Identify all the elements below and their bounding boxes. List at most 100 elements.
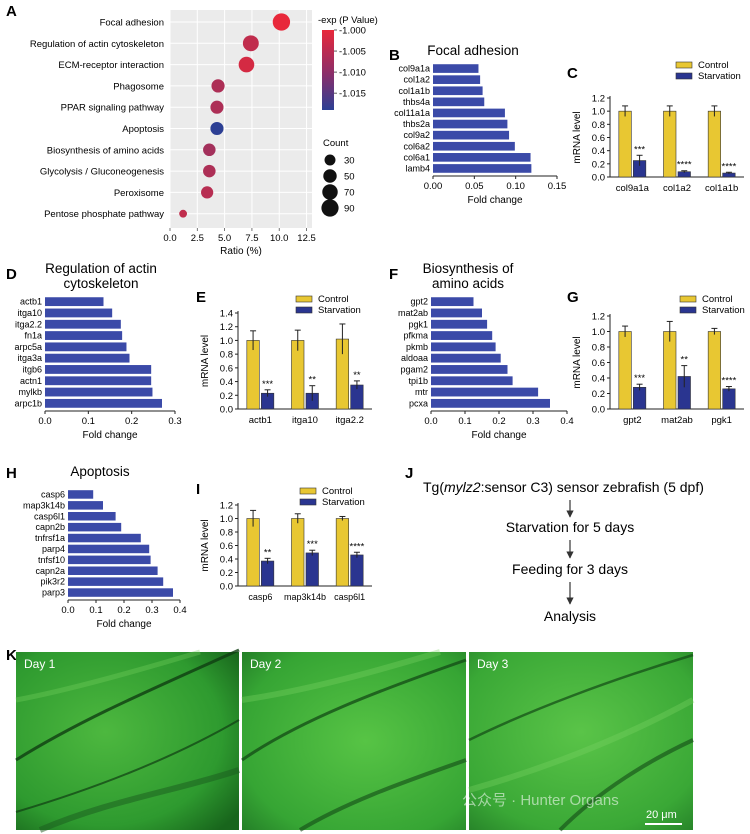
category-label: pgk1 <box>711 415 732 426</box>
category-label: itga3a <box>17 353 42 363</box>
category-label: col9a1a <box>616 183 650 194</box>
panel-letter-b: B <box>389 47 400 64</box>
bar <box>433 97 485 107</box>
x-tick-label: 2.5 <box>191 233 204 244</box>
size-legend-dot <box>322 184 338 200</box>
panel-letter-k: K <box>6 647 17 664</box>
category-label: capn2b <box>35 522 65 532</box>
panel-letter-j: J <box>405 465 413 482</box>
category-label: col9a1a <box>398 64 430 74</box>
micrograph-day-1: Day 1 <box>15 648 240 833</box>
colorbar-title: -exp (P Value) <box>318 15 378 26</box>
chart-title: Focal adhesion <box>427 43 519 58</box>
data-point <box>242 35 259 52</box>
category-label: itga10 <box>17 308 42 318</box>
flowchart-step-2: Feeding for 3 days <box>512 561 628 577</box>
micrograph-label-day-2: Day 2 <box>250 657 282 671</box>
bar <box>246 340 260 410</box>
category-label: thbs2a <box>403 119 430 129</box>
category-label: col6a1 <box>403 152 430 162</box>
panel-letter-d: D <box>6 266 17 283</box>
y-tick-label: 0.4 <box>220 377 233 388</box>
bar <box>45 297 104 307</box>
x-axis-label: Ratio (%) <box>220 246 262 257</box>
y-tick-label: 0.0 <box>220 582 233 593</box>
category-label: ECM-receptor interaction <box>58 60 164 71</box>
colorbar-tick-label: -1.005 <box>339 47 366 58</box>
category-label: actb1 <box>20 297 42 307</box>
category-label: map3k14b <box>23 500 65 510</box>
y-tick-label: 0.6 <box>592 358 605 369</box>
category-label: lamb4 <box>405 163 430 173</box>
significance-marker: ** <box>681 355 689 366</box>
category-label: Peroxisome <box>114 188 164 199</box>
bar <box>433 75 481 84</box>
x-tick-label: 0.1 <box>82 416 95 427</box>
y-tick-label: 1.0 <box>220 336 233 347</box>
panel-letter-a: A <box>6 3 17 20</box>
panel-letter-c: C <box>567 65 578 82</box>
category-label: tpi1b <box>408 376 428 386</box>
micrograph-label-day-1: Day 1 <box>24 657 56 671</box>
category-label: casp6 <box>248 592 272 602</box>
y-tick-label: 1.4 <box>220 309 233 320</box>
y-tick-label: 0.6 <box>220 541 233 552</box>
bar <box>433 86 483 96</box>
colorbar-gradient <box>322 30 334 110</box>
panel-letter-g: G <box>567 289 579 306</box>
x-tick-label: 12.5 <box>297 233 316 244</box>
y-tick-label: 0.4 <box>220 555 233 566</box>
x-tick-label: 0.0 <box>38 416 51 427</box>
y-tick-label: 0.6 <box>220 363 233 374</box>
x-axis-label: Fold change <box>96 619 151 630</box>
y-tick-label: 0.0 <box>592 405 605 416</box>
x-tick-label: 0.0 <box>61 605 74 616</box>
category-label: col1a1b <box>705 183 738 194</box>
size-legend-label: 30 <box>344 156 355 167</box>
significance-marker: **** <box>677 160 692 171</box>
significance-marker: **** <box>350 541 365 552</box>
significance-marker: *** <box>634 373 645 384</box>
significance-marker: ** <box>264 547 272 558</box>
category-label: Regulation of actin cytoskeleton <box>30 39 164 50</box>
x-tick-label: 0.4 <box>560 416 573 427</box>
y-tick-label: 0.6 <box>592 133 605 144</box>
bar <box>431 387 539 397</box>
bar <box>68 501 103 510</box>
x-tick-label: 0.00 <box>424 181 443 192</box>
flowchart-title-gene: mylz2 <box>444 479 481 495</box>
legend-label: Starvation <box>698 71 741 82</box>
colorbar-tick-label: -1.010 <box>339 68 366 79</box>
y-tick-label: 1.0 <box>592 327 605 338</box>
legend-label: Control <box>322 486 353 497</box>
x-axis-label: Fold change <box>82 430 137 441</box>
legend-swatch <box>299 487 317 495</box>
category-label: thbs4a <box>403 97 430 107</box>
category-label: itga2.2 <box>15 319 42 329</box>
legend-label: Starvation <box>702 305 745 316</box>
bar <box>45 319 121 329</box>
y-tick-label: 1.0 <box>220 514 233 525</box>
x-tick-label: 7.5 <box>245 233 258 244</box>
y-tick-label: 0.2 <box>592 389 605 400</box>
category-label: pgam2 <box>400 364 428 374</box>
category-label: col1a2 <box>663 183 691 194</box>
bar <box>68 566 158 576</box>
category-label: Focal adhesion <box>100 18 164 29</box>
flowchart-title-prefix: Tg( <box>423 479 444 495</box>
panel-b-focal-adhesion: Focal adhesion col9a1acol1a2col1a1bthbs4a… <box>394 43 566 206</box>
bar <box>68 522 122 532</box>
category-label: map3k14b <box>284 592 326 602</box>
bar <box>68 490 94 499</box>
legend-swatch <box>679 295 697 303</box>
data-point <box>272 13 291 31</box>
size-legend-label: 90 <box>344 204 355 215</box>
bar <box>633 386 647 410</box>
category-label: itgb6 <box>22 364 42 374</box>
bar <box>707 331 721 410</box>
legend-label: Control <box>702 294 733 305</box>
panel-d-actin-regulation: Regulation of actincytoskeletonactb1itga… <box>14 261 181 441</box>
panel-letter-i: I <box>196 481 200 498</box>
bar <box>305 552 319 587</box>
